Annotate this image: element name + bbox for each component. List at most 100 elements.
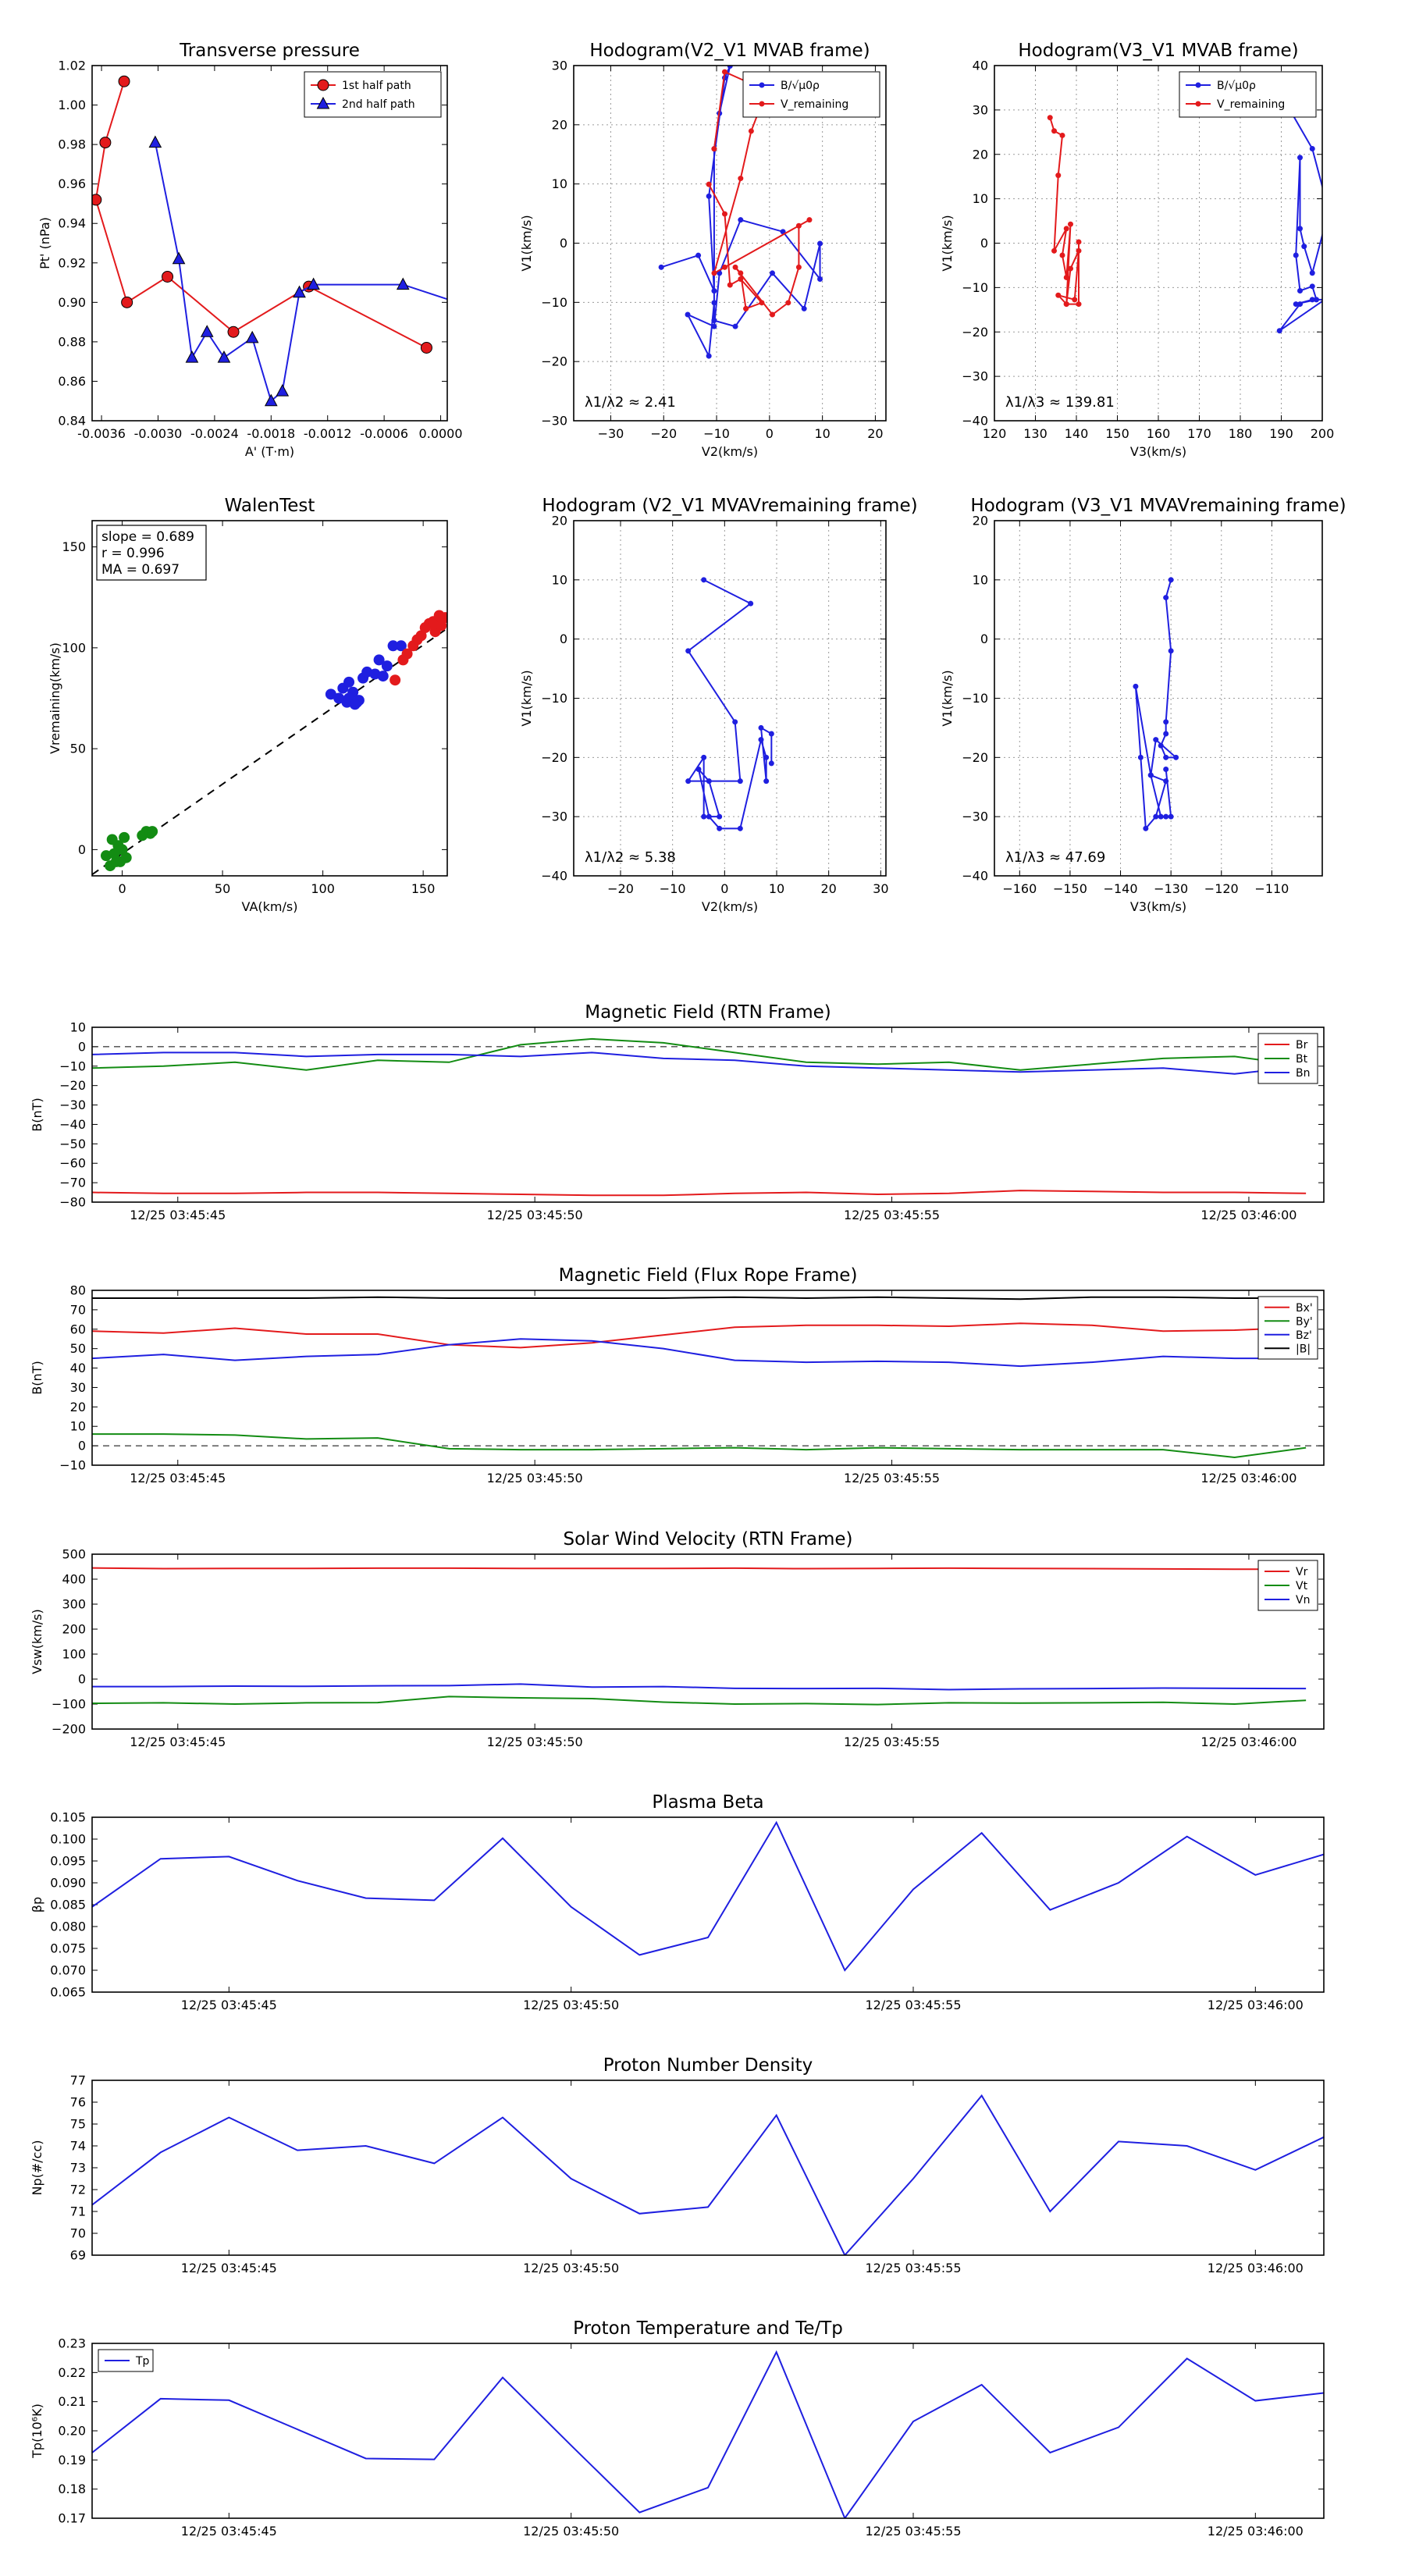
y-tick-label: 10 — [552, 572, 567, 587]
data-point — [1314, 297, 1319, 303]
data-point — [276, 384, 290, 397]
series-V — [685, 577, 774, 831]
y-tick-label: 0.080 — [50, 1920, 86, 1934]
plot-area — [92, 1037, 1324, 1197]
legend-label: B/√μ0ρ — [1217, 80, 1256, 92]
x-tick-label: 12/25 03:45:45 — [181, 2261, 277, 2275]
data-point — [658, 264, 664, 270]
data-point — [748, 128, 754, 134]
data-point — [1133, 683, 1139, 689]
x-tick-label: -0.0018 — [247, 426, 295, 441]
series-2nd half path — [148, 135, 447, 407]
data-point — [1147, 772, 1154, 778]
x-tick-label: 0.0000 — [419, 426, 463, 441]
x-tick-label: −130 — [1154, 881, 1188, 896]
data-point — [119, 831, 130, 843]
data-point — [706, 353, 712, 359]
data-point — [768, 760, 774, 767]
x-tick-label: 12/25 03:46:00 — [1200, 1735, 1297, 1749]
x-axis-label: V2(km/s) — [702, 444, 758, 459]
x-tick-label: 20 — [867, 426, 883, 441]
legend-label: Vn — [1296, 1594, 1310, 1606]
legend-label: 2nd half path — [342, 98, 415, 111]
chart-7: 12/25 03:45:45 12/25 03:45:50 12/25 03:45:… — [30, 1002, 1325, 1222]
legend-label: 1st half path — [342, 80, 411, 92]
y-tick-label: −60 — [59, 1156, 86, 1171]
x-tick-label: −120 — [1204, 881, 1239, 896]
x-tick-label: 100 — [311, 881, 335, 896]
y-tick-label: 76 — [70, 2095, 86, 2110]
series-green — [100, 826, 158, 872]
plot-frame — [91, 1816, 1325, 1993]
series-line-Np — [92, 2094, 1324, 2255]
series-B/√μ0ρ — [1276, 110, 1322, 334]
y-tick-label: 20 — [552, 117, 567, 132]
y-axis-label: V1(km/s) — [519, 670, 534, 726]
data-point — [759, 300, 765, 306]
y-tick-label: 0.095 — [50, 1854, 86, 1869]
y-tick-label: 500 — [62, 1547, 86, 1562]
x-tick-label: −30 — [598, 426, 624, 441]
data-point — [118, 75, 130, 87]
data-point — [763, 754, 770, 760]
y-tick-label: 20 — [973, 514, 988, 528]
plot-frame — [91, 1290, 1325, 1466]
data-point — [695, 767, 702, 772]
data-point — [1173, 754, 1179, 760]
series-line-Bt — [92, 1037, 1307, 1071]
y-tick-label: 77 — [70, 2073, 86, 2088]
data-point — [1163, 778, 1169, 785]
data-point — [1076, 301, 1082, 308]
x-tick-label: 12/25 03:45:50 — [523, 1998, 619, 2012]
x-tick-label: 12/25 03:46:00 — [1208, 2524, 1304, 2539]
chart-title: Proton Temperature and Te/Tp — [573, 2318, 843, 2339]
y-tick-label: 50 — [70, 1341, 86, 1356]
x-tick-label: 12/25 03:45:45 — [130, 1471, 226, 1485]
legend-marker — [316, 96, 330, 109]
y-tick-label: 0 — [78, 1672, 86, 1687]
y-tick-label: 0.105 — [50, 1810, 86, 1825]
y-tick-label: −80 — [59, 1195, 86, 1210]
legend-label: |B| — [1296, 1343, 1311, 1355]
y-tick-label: 20 — [973, 147, 988, 162]
stats-line: slope = 0.689 — [101, 529, 194, 545]
x-tick-label: -0.0012 — [304, 426, 352, 441]
y-tick-label: −40 — [962, 869, 988, 884]
y-axis-label: Vsw(km/s) — [30, 1609, 44, 1674]
y-tick-label: 300 — [62, 1597, 86, 1612]
data-point — [147, 826, 158, 838]
y-tick-label: 40 — [70, 1361, 86, 1375]
data-point — [436, 620, 447, 632]
data-point — [785, 300, 791, 306]
y-tick-label: 0.96 — [58, 176, 86, 191]
data-point — [92, 194, 102, 206]
y-tick-label: 0 — [560, 632, 567, 646]
data-point — [737, 778, 743, 785]
y-tick-label: 30 — [552, 59, 567, 73]
x-axis-label: VA(km/s) — [242, 899, 298, 914]
plot-frame — [91, 65, 448, 422]
data-point — [732, 323, 738, 329]
y-tick-label: −70 — [59, 1176, 86, 1190]
legend-label: B/√μ0ρ — [781, 80, 820, 92]
stats-line: r = 0.996 — [101, 546, 165, 561]
data-point — [748, 600, 754, 607]
x-tick-label: 120 — [983, 426, 1007, 441]
data-point — [695, 252, 702, 258]
data-point — [1168, 577, 1174, 583]
data-point — [732, 264, 738, 270]
data-point — [377, 671, 389, 682]
legend: B/√μ0ρ V_remaining — [1179, 71, 1317, 118]
chart-4: 0 50 100 150 0 50 100 150 WalenTest VA(km/s) Vrema… — [48, 496, 448, 914]
data-point — [770, 311, 776, 318]
chart-title: Hodogram(V2_V1 MVAB frame) — [589, 41, 870, 61]
x-tick-label: 12/25 03:46:00 — [1200, 1471, 1297, 1485]
chart-title: Hodogram (V3_V1 MVAVremaining frame) — [970, 496, 1346, 516]
data-point — [763, 778, 770, 785]
x-tick-label: 170 — [1187, 426, 1211, 441]
y-tick-label: −10 — [541, 691, 567, 706]
chart-title: Transverse pressure — [179, 41, 360, 61]
x-tick-label: 12/25 03:46:00 — [1200, 1208, 1297, 1222]
y-tick-label: 0 — [78, 842, 86, 857]
data-point — [1293, 252, 1299, 258]
